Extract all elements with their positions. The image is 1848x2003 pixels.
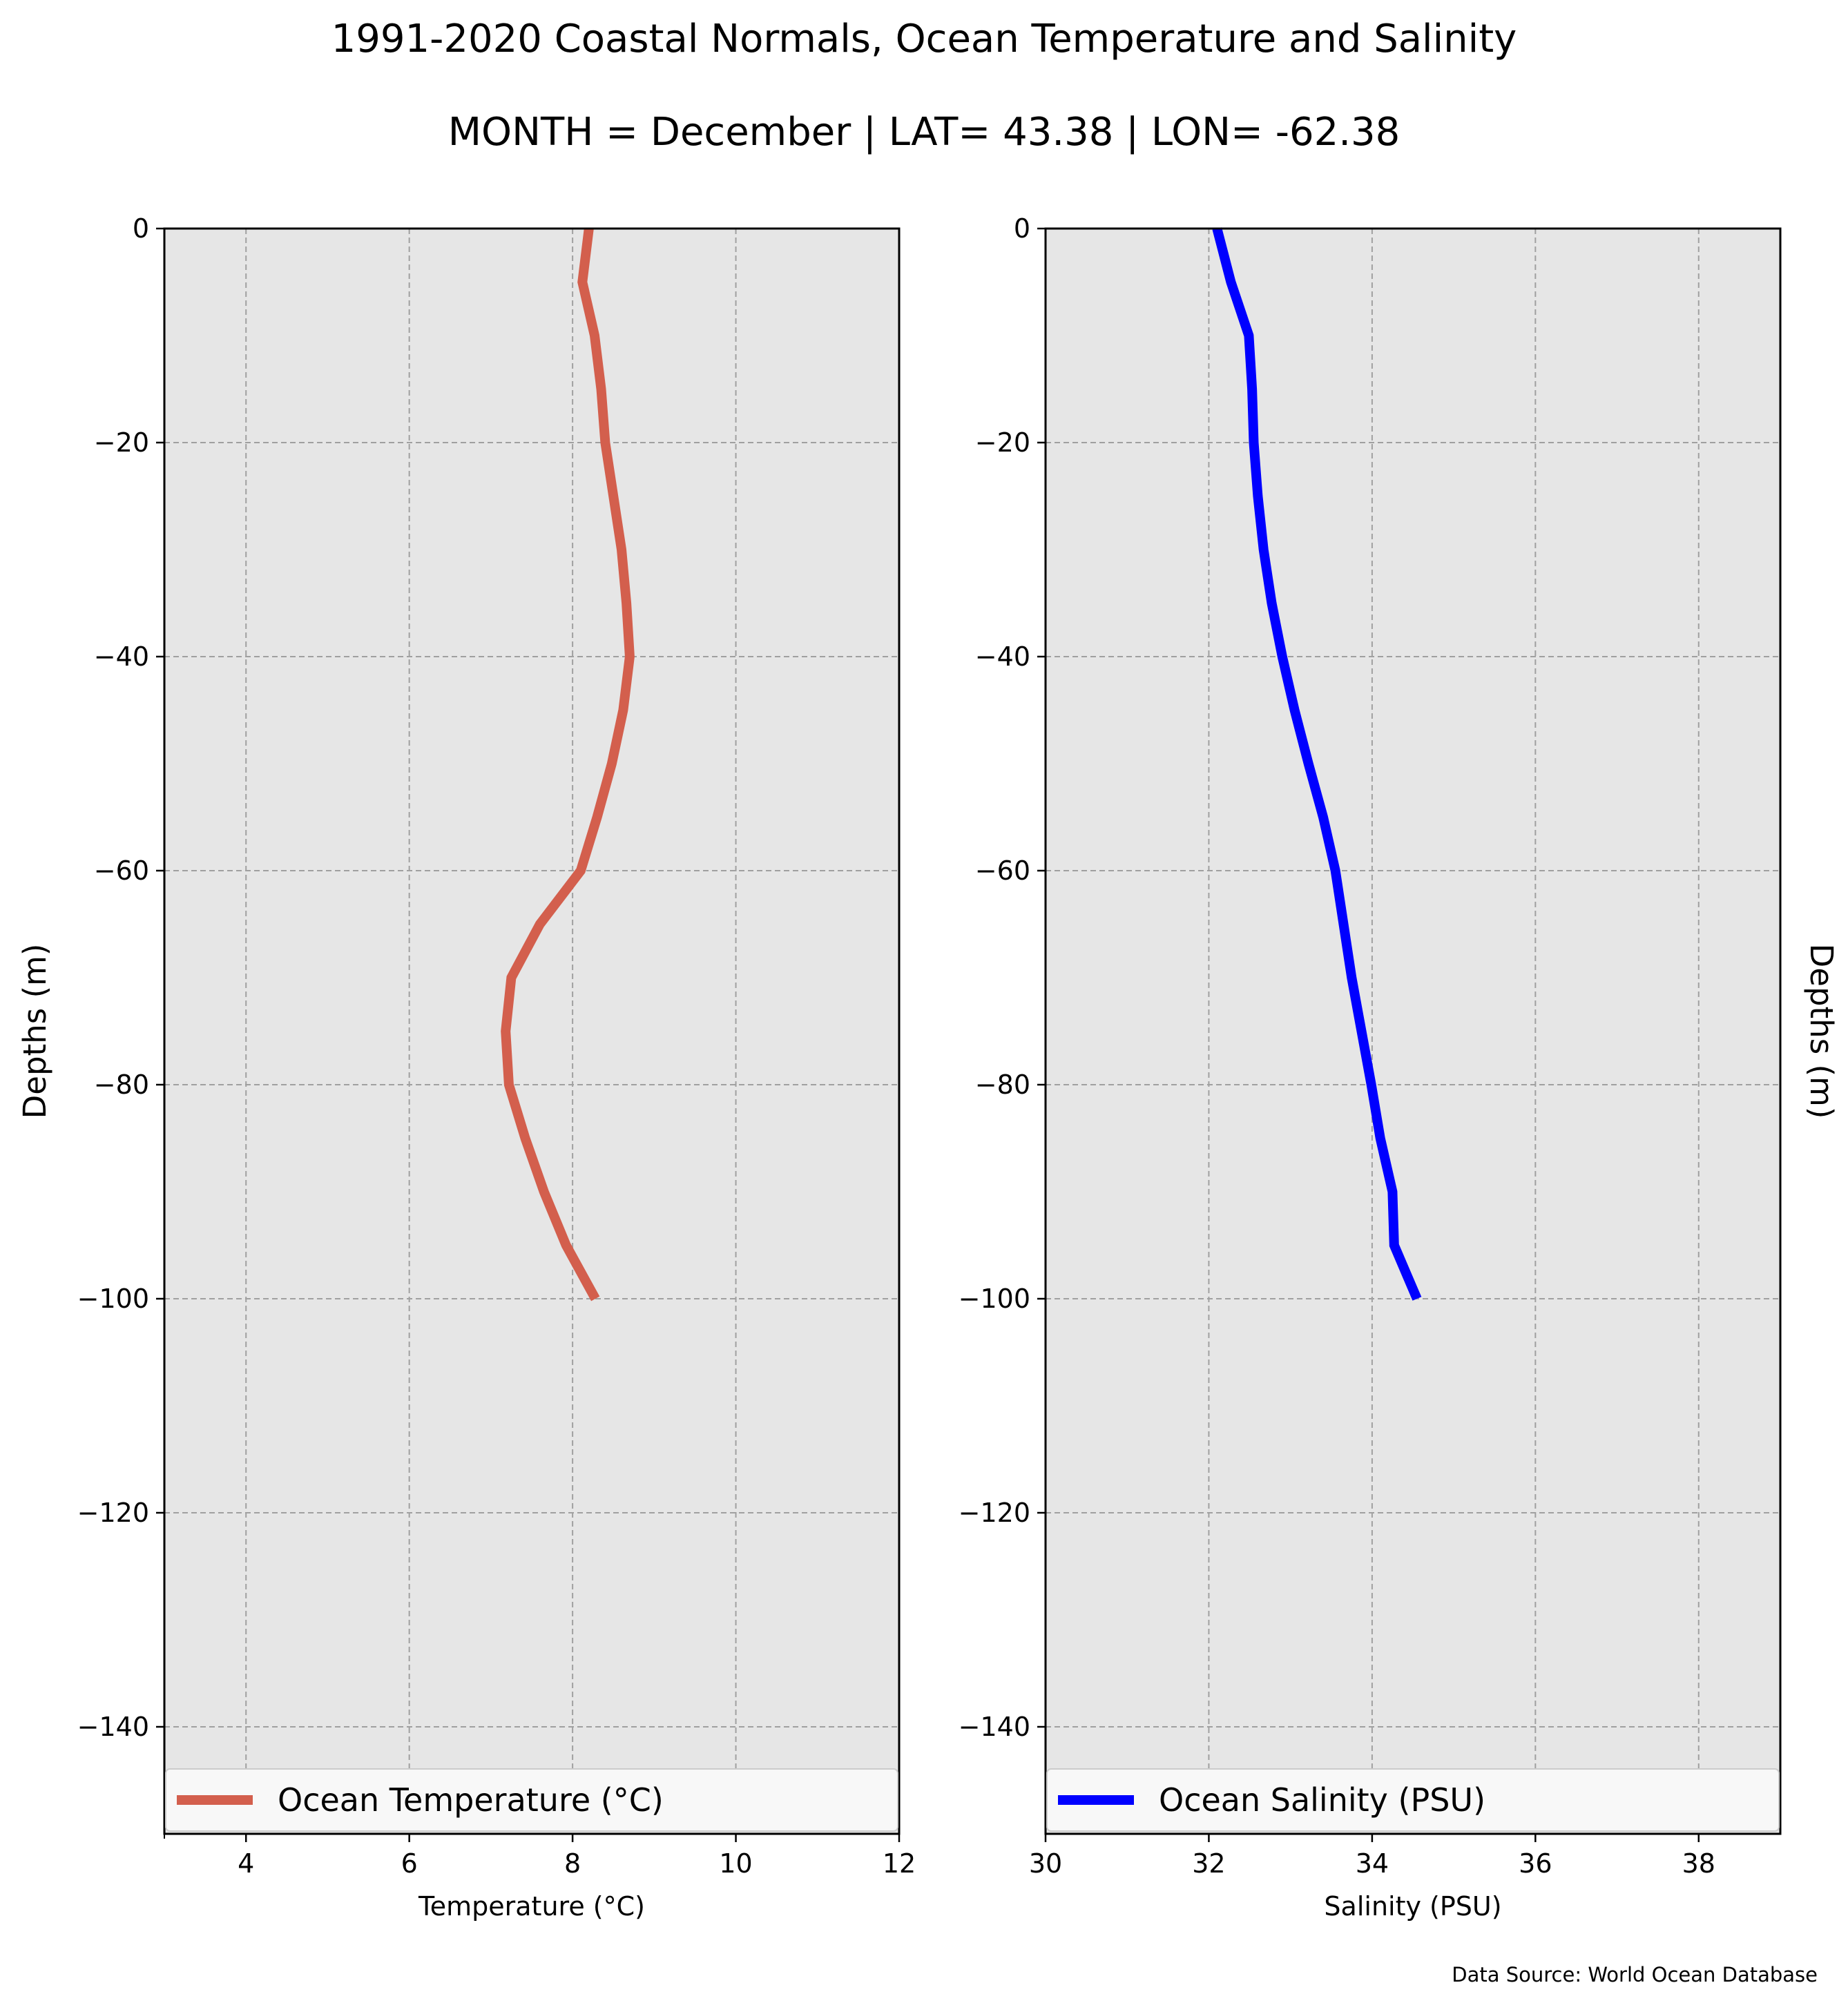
legend: Ocean Temperature (°C) (165, 1768, 898, 1832)
x-tick-label: 4 (238, 1848, 254, 1879)
legend-box (1046, 1768, 1780, 1832)
y-tick-label: −120 (77, 1498, 149, 1528)
series-line (1212, 227, 1422, 1301)
x-axis-label: Temperature (°C) (418, 1891, 645, 1922)
x-tick-label: 6 (401, 1848, 418, 1879)
x-tick-label: 8 (564, 1848, 581, 1879)
y-tick-label: −20 (94, 427, 149, 458)
y-tick-label: −80 (975, 1070, 1030, 1100)
temperature-panel: 4 6 8 10 12 0 −20 −40 −60 −80 −100 −120 −140 Temperat… (17, 213, 916, 1922)
axes-frame (163, 227, 901, 1835)
y-tick-label: −120 (959, 1498, 1030, 1528)
y-tick-label: 0 (133, 213, 149, 244)
chart-subtitle: MONTH = December | LAT= 43.38 | LON= -62… (448, 110, 1401, 155)
chart-title: 1991-2020 Coastal Normals, Ocean Tempera… (331, 17, 1517, 61)
salinity-panel: 30 32 34 36 38 0 −20 −40 −60 −80 −100 −120 −140 Salin… (959, 213, 1840, 1922)
x-tick-label: 12 (883, 1848, 916, 1879)
y-tick-label: −140 (77, 1712, 149, 1742)
legend: Ocean Salinity (PSU) (1046, 1768, 1780, 1832)
y-tick-label: −140 (959, 1712, 1030, 1742)
series-line (501, 228, 635, 1302)
y-tick-label: −20 (975, 427, 1030, 458)
legend-label: Ocean Salinity (PSU) (1159, 1781, 1485, 1819)
x-tick-label: 34 (1356, 1848, 1389, 1879)
legend-label: Ocean Temperature (°C) (278, 1781, 664, 1819)
y-tick-label: −100 (959, 1284, 1030, 1314)
y-axis-label-right: Depths (m) (1803, 944, 1840, 1119)
y-tick-label: −40 (975, 641, 1030, 672)
y-tick-label: −60 (94, 855, 149, 886)
plot-area (1046, 229, 1780, 1834)
y-tick-label: 0 (1014, 213, 1030, 244)
y-tick-label: −60 (975, 855, 1030, 886)
x-tick-label: 32 (1192, 1848, 1225, 1879)
y-tick-label: −100 (77, 1284, 149, 1314)
legend-box (165, 1768, 898, 1832)
y-axis-label: Depths (m) (17, 944, 53, 1119)
axes-frame (1044, 227, 1782, 1835)
plot-area (164, 229, 899, 1834)
x-axis-label: Salinity (PSU) (1324, 1891, 1501, 1922)
data-source-note: Data Source: World Ocean Database (1452, 1963, 1818, 1986)
x-tick-label: 38 (1682, 1848, 1715, 1879)
y-tick-label: −80 (94, 1070, 149, 1100)
x-tick-label: 10 (719, 1848, 752, 1879)
y-tick-label: −40 (94, 641, 149, 672)
x-tick-label: 30 (1029, 1848, 1062, 1879)
x-tick-label: 36 (1519, 1848, 1552, 1879)
